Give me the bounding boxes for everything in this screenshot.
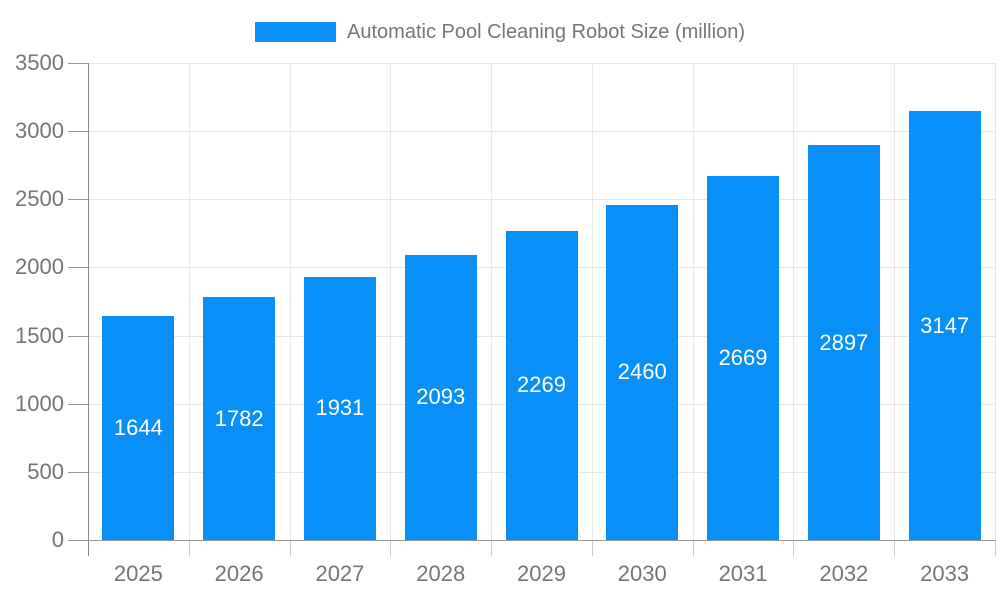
bar-value-label: 1644 xyxy=(113,414,163,440)
gridline-vertical xyxy=(390,63,392,540)
x-axis-tick xyxy=(793,540,795,556)
x-axis-tick xyxy=(390,540,392,556)
x-axis-line xyxy=(88,540,995,541)
y-axis-tick-label: 2000 xyxy=(15,254,64,280)
bar-value-label: 1782 xyxy=(214,405,264,431)
x-axis-tick-label: 2028 xyxy=(416,561,466,586)
x-axis-tick-label: 2030 xyxy=(617,561,667,586)
bar-2032[interactable]: 2897 xyxy=(807,145,880,540)
y-axis-tick-label: 3000 xyxy=(15,118,64,144)
y-axis-tick xyxy=(68,267,88,269)
legend-item[interactable]: Automatic Pool Cleaning Robot Size (mill… xyxy=(0,18,1000,46)
gridline-horizontal xyxy=(88,131,995,133)
legend-swatch xyxy=(255,22,337,42)
bar-2033[interactable]: 3147 xyxy=(908,111,981,540)
bar-2029[interactable]: 2269 xyxy=(505,230,578,540)
bar-value-label: 1931 xyxy=(315,395,365,421)
gridline-vertical xyxy=(793,63,795,540)
bar-2025[interactable]: 1644 xyxy=(102,315,175,540)
x-axis-tick-label: 2033 xyxy=(920,561,970,586)
y-axis-tick-label: 0 xyxy=(51,527,64,552)
gridline-vertical xyxy=(692,63,694,540)
y-axis-tick xyxy=(68,471,88,473)
bar-value-label: 2093 xyxy=(416,384,466,410)
bar-value-label: 2269 xyxy=(517,372,566,398)
bar-value-label: 2460 xyxy=(617,359,667,385)
legend-label: Automatic Pool Cleaning Robot Size (mill… xyxy=(347,21,745,43)
bar-value-label: 2897 xyxy=(819,329,869,355)
y-axis-tick xyxy=(68,131,88,133)
x-axis-tick xyxy=(188,540,190,556)
bar-2030[interactable]: 2460 xyxy=(606,204,679,540)
x-axis-tick-label: 2032 xyxy=(819,561,869,586)
y-axis-tick-label: 1500 xyxy=(15,322,64,348)
x-axis-tick-label: 2031 xyxy=(718,561,768,586)
gridline-vertical xyxy=(491,63,493,540)
gridline-vertical xyxy=(188,63,190,540)
gridline-horizontal xyxy=(88,199,995,201)
gridline-vertical xyxy=(591,63,593,540)
y-axis-line xyxy=(88,63,89,556)
gridline-horizontal xyxy=(88,63,995,64)
x-axis-tick xyxy=(289,540,291,556)
bar-2027[interactable]: 1931 xyxy=(303,276,376,540)
y-axis-tick xyxy=(68,199,88,201)
bar-value-label: 2669 xyxy=(718,345,768,371)
y-axis-tick xyxy=(68,63,88,64)
x-axis-tick-label: 2025 xyxy=(113,561,163,586)
x-axis-tick xyxy=(591,540,593,556)
gridline-vertical xyxy=(995,63,996,540)
bar-value-label: 3147 xyxy=(920,312,970,338)
y-axis-tick-label: 500 xyxy=(27,458,64,484)
y-axis-tick xyxy=(68,540,88,541)
y-axis-tick-label: 1000 xyxy=(15,390,64,416)
bar-2028[interactable]: 2093 xyxy=(404,254,477,540)
y-axis-tick xyxy=(68,403,88,405)
bar-2031[interactable]: 2669 xyxy=(707,176,780,540)
y-axis-tick xyxy=(68,335,88,337)
plot-area: 1644 1782 1931 2093 2269 2460 2669 2897 3147 xyxy=(88,63,996,540)
gridline-vertical xyxy=(894,63,896,540)
y-axis-tick-label: 3500 xyxy=(15,50,64,75)
x-axis-tick xyxy=(692,540,694,556)
y-axis-tick-label: 2500 xyxy=(15,186,64,212)
x-axis-tick xyxy=(491,540,493,556)
bar-2026[interactable]: 1782 xyxy=(203,297,276,540)
x-axis-tick-label: 2029 xyxy=(517,561,566,586)
x-axis-tick-label: 2026 xyxy=(214,561,264,586)
x-axis-tick xyxy=(995,540,996,556)
gridline-vertical xyxy=(289,63,291,540)
x-axis-tick-label: 2027 xyxy=(315,561,365,586)
x-axis-tick xyxy=(894,540,896,556)
